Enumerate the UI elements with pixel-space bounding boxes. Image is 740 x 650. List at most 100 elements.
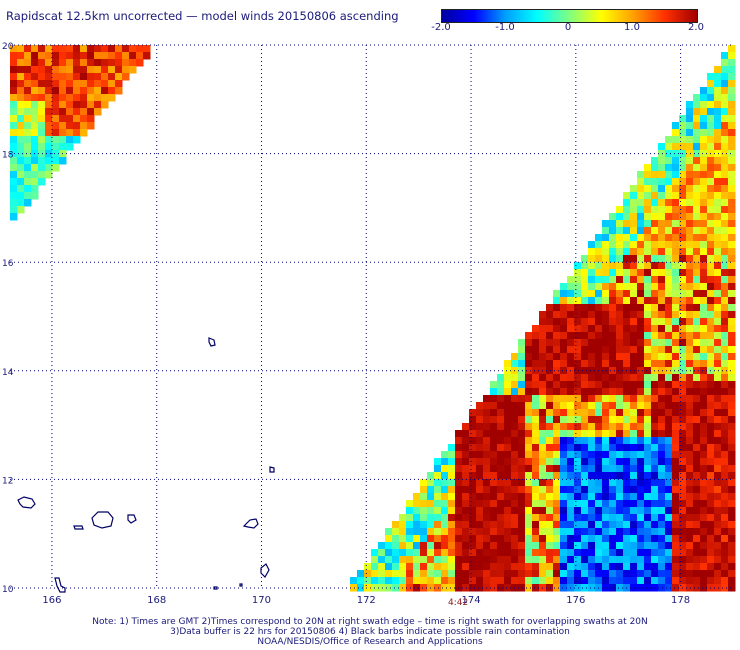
- swath-cell: [714, 241, 722, 249]
- swath-cell: [52, 115, 60, 123]
- swath-cell: [595, 437, 603, 445]
- swath-cell: [602, 318, 610, 326]
- swath-cell: [651, 178, 659, 186]
- swath-cell: [651, 570, 659, 578]
- swath-cell: [588, 381, 596, 389]
- swath-cell: [623, 290, 631, 298]
- swath-cell: [728, 115, 736, 123]
- swath-cell: [532, 416, 540, 424]
- swath-cell: [66, 59, 74, 67]
- swath-cell: [427, 535, 435, 543]
- swath-cell: [497, 577, 505, 585]
- swath-cell: [686, 381, 694, 389]
- swath-cell: [94, 59, 102, 67]
- swath-cell: [693, 514, 701, 522]
- swath-cell: [469, 570, 477, 578]
- swath-cell: [455, 542, 463, 550]
- swath-cell: [679, 276, 687, 284]
- swath-cell: [679, 360, 687, 368]
- swath-cell: [637, 430, 645, 438]
- swath-cell: [609, 479, 617, 487]
- swath-cell: [525, 332, 533, 340]
- swath-cell: [616, 402, 624, 410]
- swath-cell: [728, 325, 736, 333]
- swath-cell: [560, 290, 568, 298]
- swath-cell: [721, 290, 729, 298]
- swath-cell: [728, 339, 736, 347]
- swath-cell: [672, 185, 680, 193]
- swath-cell: [406, 556, 414, 564]
- swath-cell: [707, 311, 715, 319]
- swath-cell: [448, 451, 456, 459]
- swath-cell: [714, 269, 722, 277]
- swath-cell: [553, 577, 561, 585]
- swath-cell: [609, 409, 617, 417]
- swath-cell: [504, 549, 512, 557]
- swath-cell: [644, 185, 652, 193]
- swath-cell: [476, 479, 484, 487]
- swath-cell: [539, 318, 547, 326]
- island-outlines: [17, 337, 275, 593]
- swath-cell: [378, 549, 386, 557]
- swath-cell: [588, 535, 596, 543]
- swath-cell: [679, 199, 687, 207]
- swath-cell: [560, 402, 568, 410]
- swath-cell: [686, 101, 694, 109]
- latitude-label: 16: [2, 259, 14, 269]
- swath-cell: [490, 500, 498, 508]
- swath-cell: [357, 577, 365, 585]
- swath-cell: [637, 269, 645, 277]
- swath-cell: [686, 332, 694, 340]
- swath-cell: [616, 570, 624, 578]
- swath-cell: [525, 465, 533, 473]
- swath-cell: [525, 430, 533, 438]
- swath-cell: [413, 535, 421, 543]
- swath-cell: [476, 507, 484, 515]
- swath-cell: [406, 542, 414, 550]
- swath-cell: [10, 122, 18, 130]
- swath-cell: [637, 486, 645, 494]
- swath-cell: [427, 521, 435, 529]
- swath-cell: [693, 507, 701, 515]
- swath-cell: [581, 402, 589, 410]
- swath-cell: [539, 353, 547, 361]
- swath-cell: [693, 521, 701, 529]
- swath-cell: [504, 409, 512, 417]
- swath-cell: [602, 521, 610, 529]
- swath-cell: [80, 101, 88, 109]
- swath-cell: [616, 563, 624, 571]
- swath-cell: [686, 213, 694, 221]
- swath-cell: [525, 535, 533, 543]
- swath-cell: [700, 129, 708, 137]
- swath-cell: [497, 430, 505, 438]
- swath-cell: [66, 143, 74, 151]
- swath-cell: [679, 255, 687, 263]
- swath-cell: [721, 220, 729, 228]
- swath-cell: [483, 402, 491, 410]
- swath-cell: [441, 465, 449, 473]
- swath-cell: [38, 178, 46, 186]
- swath-cell: [672, 199, 680, 207]
- swath-cell: [38, 143, 46, 151]
- swath-cell: [721, 577, 729, 585]
- swath-cell: [672, 493, 680, 501]
- swath-cell: [490, 542, 498, 550]
- swath-cell: [623, 542, 631, 550]
- swath-cell: [728, 458, 736, 466]
- swath-cell: [525, 472, 533, 480]
- swath-cell: [651, 276, 659, 284]
- swath-cell: [609, 381, 617, 389]
- swath-cell: [462, 479, 470, 487]
- swath-cell: [525, 493, 533, 501]
- swath-cell: [511, 423, 519, 431]
- swath-cell: [679, 311, 687, 319]
- swath-cell: [721, 87, 729, 95]
- swath-cell: [87, 122, 95, 130]
- swath-cell: [693, 241, 701, 249]
- swath-cell: [609, 500, 617, 508]
- swath-cell: [413, 584, 421, 592]
- swath-cell: [630, 409, 638, 417]
- swath-cell: [574, 472, 582, 480]
- swath-cell: [728, 563, 736, 571]
- swath-cell: [108, 66, 116, 74]
